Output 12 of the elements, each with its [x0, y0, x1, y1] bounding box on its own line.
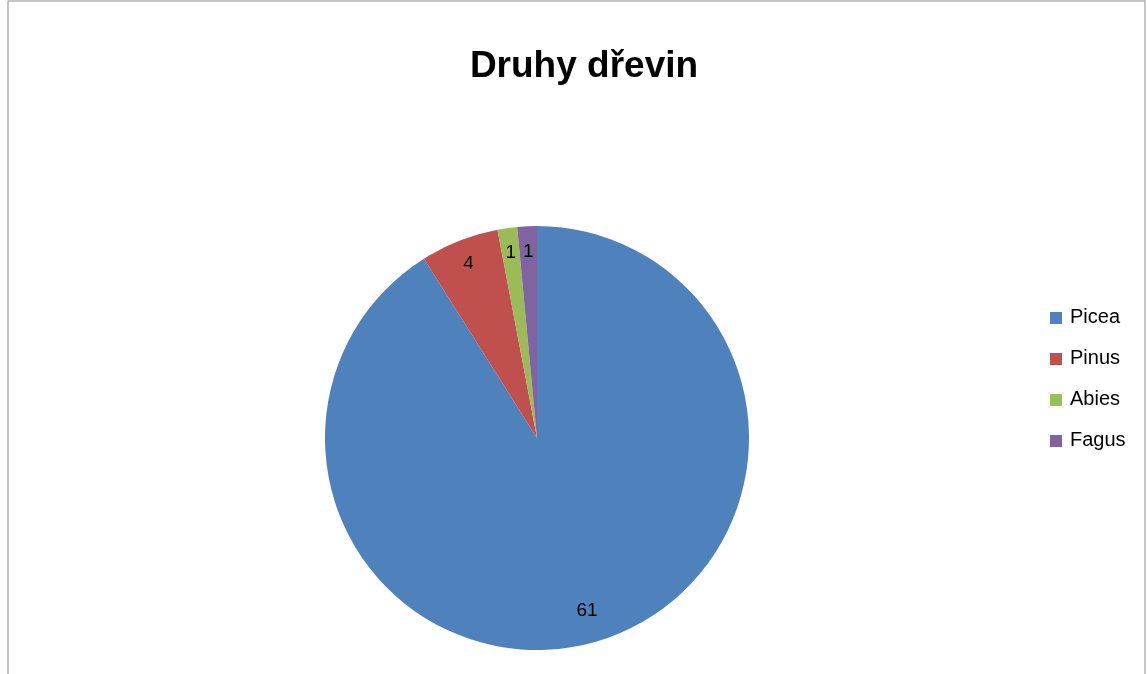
data-label: 4: [463, 252, 475, 274]
legend-label: Abies: [1070, 387, 1121, 410]
pie-slice: [423, 229, 537, 438]
data-label: 61: [576, 599, 598, 621]
pie-slice: [497, 226, 537, 438]
legend-label: Picea: [1070, 305, 1121, 328]
data-label: 1: [505, 241, 517, 263]
legend-label: Fagus: [1070, 428, 1126, 451]
pie-slice: [325, 226, 749, 650]
chart-title: Druhy dřevin: [469, 44, 699, 85]
data-label: 1: [522, 239, 534, 261]
legend-label: Pinus: [1070, 346, 1121, 369]
